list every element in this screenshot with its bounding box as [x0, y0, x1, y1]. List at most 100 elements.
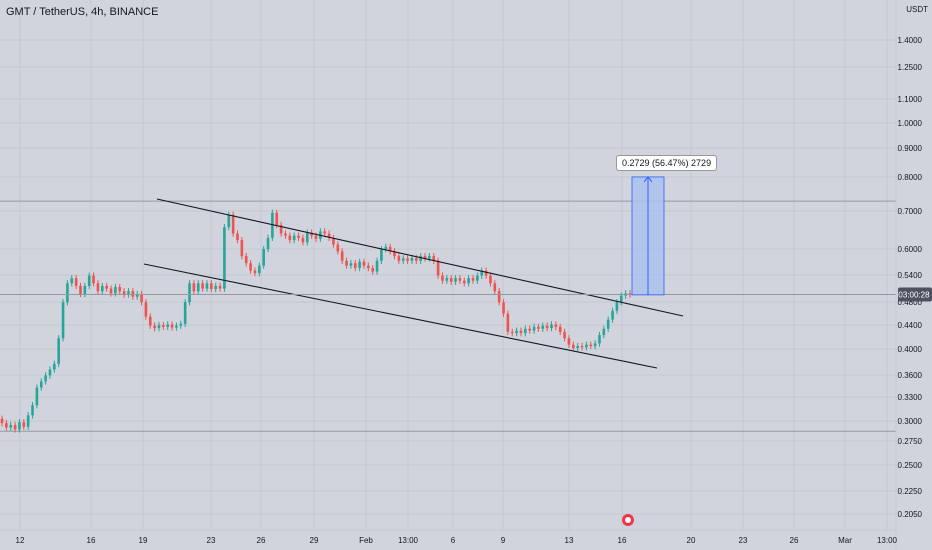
x-tick-label: 9	[501, 536, 506, 545]
candle-body	[183, 302, 187, 324]
candle-body	[550, 324, 553, 329]
candle-body	[367, 265, 370, 269]
candle-body	[100, 285, 104, 292]
candle-body	[393, 251, 396, 257]
candle-body	[240, 240, 244, 257]
candle-body	[585, 344, 588, 348]
y-tick-label: 1.0000	[898, 119, 923, 128]
x-tick-label: 20	[687, 536, 696, 545]
candle-body	[554, 324, 558, 327]
candle-body	[162, 325, 165, 327]
candle-body	[462, 280, 466, 284]
candle-body	[249, 263, 252, 271]
candle-body	[57, 338, 61, 364]
candle-body	[362, 261, 366, 266]
candle-body	[122, 291, 126, 295]
candle-body	[214, 285, 218, 290]
x-tick-label: 13:00	[398, 536, 419, 545]
y-tick-label: 0.7000	[898, 207, 923, 216]
candle-body	[223, 227, 226, 289]
current-price-label-bg	[898, 287, 932, 302]
candle-body	[375, 260, 379, 272]
candle-body	[406, 258, 409, 261]
candle-body	[410, 257, 414, 261]
x-tick-label: 6	[451, 536, 456, 545]
candle-body	[397, 256, 401, 261]
candle-body	[201, 283, 204, 289]
candle-body	[266, 237, 270, 250]
candle-body	[458, 278, 462, 281]
candle-body	[114, 286, 117, 294]
candle-body	[22, 422, 26, 427]
x-tick-label: Feb	[359, 536, 373, 545]
candle-body	[567, 338, 571, 345]
candle-body	[31, 405, 34, 416]
candle-body	[419, 256, 422, 261]
candle-body	[528, 328, 532, 331]
candle-body	[26, 415, 30, 427]
y-tick-label: 0.3000	[898, 417, 923, 426]
candle-body	[170, 324, 174, 328]
candle-body	[563, 331, 566, 339]
y-tick-label: 0.2050	[898, 510, 923, 519]
y-tick-label: 0.5400	[898, 271, 923, 280]
candle-body	[423, 256, 427, 259]
candle-body	[510, 331, 514, 334]
candle-body	[480, 270, 484, 276]
candle-body	[9, 424, 13, 428]
y-tick-label: 0.3300	[898, 393, 923, 402]
candle-body	[571, 344, 575, 349]
candle-body	[218, 285, 222, 289]
y-tick-label: 1.4000	[898, 36, 923, 45]
candle-body	[449, 278, 453, 282]
candle-body	[558, 326, 562, 332]
candle-body	[332, 237, 335, 245]
candle-body	[323, 231, 327, 234]
channel-lower-trendline	[143, 263, 658, 369]
y-tick-label: 0.4000	[898, 345, 923, 354]
candle-body	[284, 233, 287, 236]
candle-body	[166, 324, 170, 327]
candle-body	[144, 302, 148, 317]
candle-body	[271, 212, 274, 238]
candle-body	[606, 319, 610, 329]
candle-body	[227, 214, 231, 228]
candle-body	[388, 246, 392, 252]
candle-body	[92, 275, 95, 284]
candle-body	[454, 278, 457, 282]
candle-body	[236, 233, 239, 241]
candle-body	[384, 246, 388, 250]
candle-body	[541, 325, 545, 329]
candle-body	[537, 326, 540, 329]
candle-body	[53, 363, 56, 370]
candle-body	[135, 293, 139, 297]
y-tick-label: 0.9000	[898, 144, 923, 153]
channel-upper-trendline	[156, 198, 684, 317]
x-tick-label: 16	[618, 536, 627, 545]
candle-body	[506, 313, 510, 332]
candle-body	[118, 286, 122, 292]
y-tick-label: 0.2750	[898, 437, 923, 446]
candle-body	[345, 260, 348, 266]
candle-body	[353, 263, 357, 269]
y-tick-label: 1.1000	[898, 95, 923, 104]
current-price-label: 03:00:28	[898, 290, 930, 299]
candle-body	[18, 422, 21, 430]
event-icon-inner	[625, 517, 631, 523]
x-tick-label: 12	[16, 536, 25, 545]
y-tick-label: 0.4800	[898, 298, 923, 307]
candle-body	[532, 326, 536, 331]
candle-body	[515, 330, 518, 334]
candle-body	[519, 330, 523, 334]
candle-body	[35, 387, 39, 406]
candle-body	[140, 293, 143, 303]
candle-body	[611, 310, 614, 320]
candle-body	[493, 283, 497, 292]
candle-body	[253, 270, 257, 274]
candle-body	[484, 270, 488, 276]
candle-body	[445, 278, 449, 281]
candle-body	[301, 237, 305, 243]
candle-body	[39, 381, 43, 388]
